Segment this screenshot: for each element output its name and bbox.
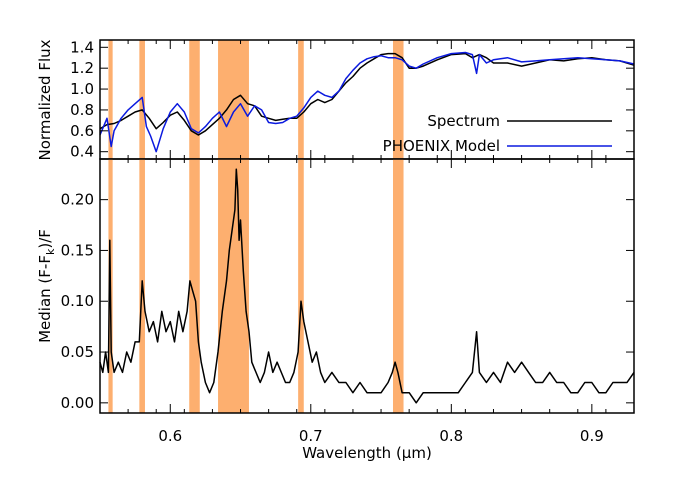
top-y-tick-label-5: 1.4 [70,38,94,56]
legend-label-spectrum: Spectrum [427,112,500,130]
bottom-y-axis-label-tail: )/F [36,229,54,249]
top-y-tick-label-1: 0.6 [70,122,94,140]
top-y-axis-label: Normalized Flux [36,39,54,160]
bot-band-4 [298,159,304,413]
bottom-residual [99,168,635,404]
top-band-5 [392,40,404,159]
bot-band-2 [189,159,200,413]
top-panel: 0.4 0.6 0.8 1.0 1.2 1.4 Spectrum PHOENIX Mode… [36,38,635,161]
top-y-tick-label-4: 1.2 [70,59,94,77]
bot-series-line-0 [99,168,635,404]
bot-y-tick-label-3: 0.15 [61,241,94,259]
top-spectra [99,51,635,153]
bot-band-5 [392,159,404,413]
bottom-y-axis-label: Median (F-Fk)/F [36,229,57,343]
top-band-2 [189,40,200,159]
top-y-tick-label-0: 0.4 [70,143,94,161]
top-band-0 [108,40,113,159]
bottom-y-axis-label-sub: k [44,248,57,255]
top-series-line-phoenix-model [99,51,635,153]
bot-y-tick-label-0: 0.00 [61,394,94,412]
bottom-panel: 0.00 0.05 0.10 0.15 0.20 0.6 0.7 0.8 0.9 Median… [36,158,635,462]
top-y-tick-label-2: 0.8 [70,101,94,119]
bot-y-tick-label-2: 0.10 [61,292,94,310]
bottom-y-ticks: 0.00 0.05 0.10 0.15 0.20 [61,191,634,412]
x-tick-label-3: 0.9 [580,427,604,445]
bottom-y-axis-label-main: Median (F-F [36,255,54,343]
bottom-highlight-bands [108,159,404,413]
x-tick-label-1: 0.7 [299,427,323,445]
legend-label-phoenix-model: PHOENIX Model [383,137,500,155]
x-axis-label: Wavelength (μm) [302,444,432,462]
bottom-frame [99,158,635,414]
top-y-ticks: 0.4 0.6 0.8 1.0 1.2 1.4 [70,38,634,161]
bot-y-tick-label-4: 0.20 [61,191,94,209]
top-series-line-spectrum [99,52,635,136]
x-tick-label-2: 0.8 [439,427,463,445]
top-y-tick-label-3: 1.0 [70,80,94,98]
bot-y-tick-label-1: 0.05 [61,343,94,361]
x-tick-label-0: 0.6 [158,427,182,445]
legend: Spectrum PHOENIX Model [383,112,612,155]
top-band-4 [298,40,304,159]
